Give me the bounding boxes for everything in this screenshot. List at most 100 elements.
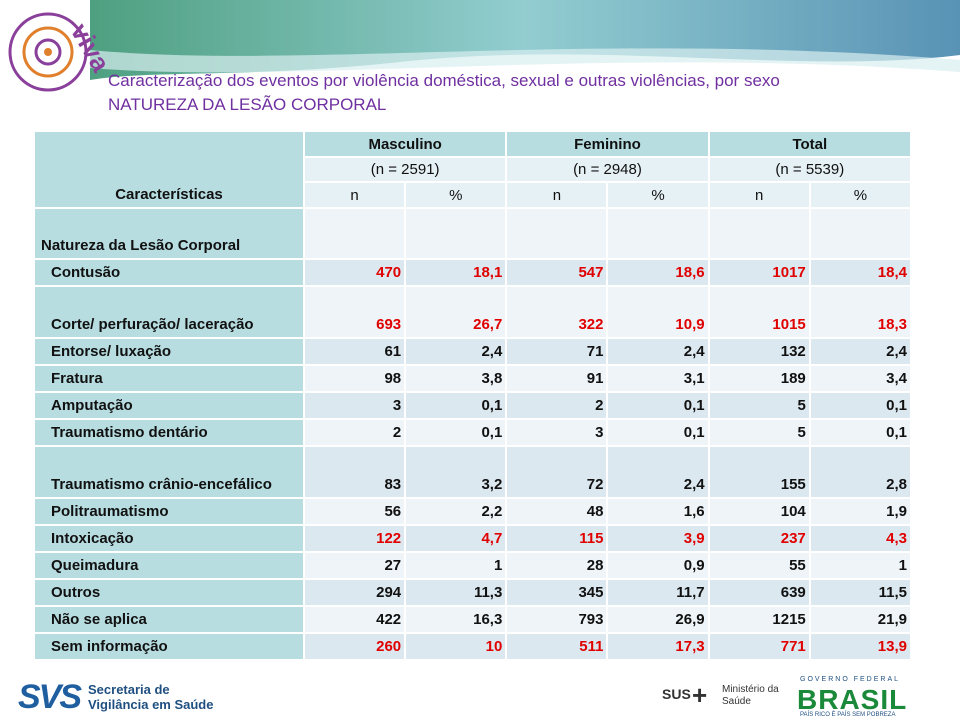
row-label: Não se aplica bbox=[33, 605, 305, 634]
data-row: Fratura 98 3,8 91 3,1 189 3,4 bbox=[33, 364, 913, 393]
subcol-header: % bbox=[404, 181, 508, 209]
cell: 0,1 bbox=[606, 391, 710, 420]
row-label: Outros bbox=[33, 578, 305, 607]
sus-logo: SUS bbox=[662, 686, 691, 702]
cell: 17,3 bbox=[606, 632, 710, 661]
cell: 3,8 bbox=[404, 364, 508, 393]
data-row: Contusão 470 18,1 547 18,6 1017 18,4 bbox=[33, 258, 913, 287]
cell: 1,9 bbox=[808, 497, 913, 526]
data-table: Características Masculino Feminino Total (n … bbox=[33, 130, 913, 661]
cell: 0,1 bbox=[808, 391, 913, 420]
cell: 11,7 bbox=[606, 578, 710, 607]
cell: 3 bbox=[505, 418, 609, 447]
cell: 71 bbox=[505, 337, 609, 366]
cell: 55 bbox=[707, 551, 811, 580]
cell: 2 bbox=[302, 418, 407, 447]
cell: 3 bbox=[302, 391, 407, 420]
group-n: (n = 2591) bbox=[302, 156, 508, 183]
cell: 56 bbox=[302, 497, 407, 526]
cell: 3,4 bbox=[808, 364, 913, 393]
row-label: Intoxicação bbox=[33, 524, 305, 553]
cell: 693 bbox=[302, 285, 407, 339]
cell: 1,6 bbox=[606, 497, 710, 526]
cell: 2 bbox=[505, 391, 609, 420]
title: Caracterização dos eventos por violência… bbox=[108, 71, 780, 90]
cell: 11,3 bbox=[404, 578, 508, 607]
empty-cell bbox=[505, 207, 609, 260]
svs-logo: SVS bbox=[18, 678, 82, 717]
cell: 547 bbox=[505, 258, 609, 287]
empty-cell bbox=[808, 207, 913, 260]
subcol-header: % bbox=[808, 181, 913, 209]
cell: 91 bbox=[505, 364, 609, 393]
cell: 11,5 bbox=[808, 578, 913, 607]
cell: 21,9 bbox=[808, 605, 913, 634]
subtitle: NATUREZA DA LESÃO CORPORAL bbox=[108, 95, 387, 114]
data-row: Amputação 3 0,1 2 0,1 5 0,1 bbox=[33, 391, 913, 420]
corner-cell: Características bbox=[33, 130, 305, 209]
cell: 1 bbox=[808, 551, 913, 580]
cell: 72 bbox=[505, 445, 609, 499]
cell: 5 bbox=[707, 418, 811, 447]
cell: 18,1 bbox=[404, 258, 508, 287]
subcol-header: n bbox=[302, 181, 407, 209]
cell: 10 bbox=[404, 632, 508, 661]
empty-cell bbox=[404, 207, 508, 260]
cell: 422 bbox=[302, 605, 407, 634]
empty-cell bbox=[606, 207, 710, 260]
cross: + bbox=[692, 680, 708, 710]
cell: 48 bbox=[505, 497, 609, 526]
data-row: Sem informação 260 10 511 17,3 771 13,9 bbox=[33, 632, 913, 661]
data-row: Queimadura 27 1 28 0,9 55 1 bbox=[33, 551, 913, 580]
cell: 2,8 bbox=[808, 445, 913, 499]
cell: 0,1 bbox=[808, 418, 913, 447]
svs-name: Secretaria de Vigilância em Saúde bbox=[88, 682, 214, 712]
empty-cell bbox=[707, 207, 811, 260]
cell: 3,9 bbox=[606, 524, 710, 553]
cell: 2,4 bbox=[808, 337, 913, 366]
group-n: (n = 5539) bbox=[707, 156, 913, 183]
data-row: Corte/ perfuração/ laceração 693 26,7 322 10… bbox=[33, 285, 913, 339]
cell: 3,1 bbox=[606, 364, 710, 393]
svs-mark: SVS bbox=[18, 678, 82, 716]
cell: 155 bbox=[707, 445, 811, 499]
cell: 115 bbox=[505, 524, 609, 553]
cell: 26,7 bbox=[404, 285, 508, 339]
cell: 237 bbox=[707, 524, 811, 553]
cell: 26,9 bbox=[606, 605, 710, 634]
cell: 639 bbox=[707, 578, 811, 607]
cell: 1017 bbox=[707, 258, 811, 287]
cell: 132 bbox=[707, 337, 811, 366]
cell: 1015 bbox=[707, 285, 811, 339]
row-label: Traumatismo crânio-encefálico bbox=[33, 445, 305, 499]
cell: 10,9 bbox=[606, 285, 710, 339]
cell: 2,4 bbox=[606, 445, 710, 499]
cell: 4,7 bbox=[404, 524, 508, 553]
slogan: PAÍS RICO É PAÍS SEM POBREZA bbox=[800, 712, 896, 718]
data-row: Traumatismo crânio-encefálico 83 3,2 72 2,4 1… bbox=[33, 445, 913, 499]
cell: 18,3 bbox=[808, 285, 913, 339]
brasil: BRASIL bbox=[797, 684, 908, 715]
data-row: Intoxicação 122 4,7 115 3,9 237 4,3 bbox=[33, 524, 913, 553]
cell: 0,1 bbox=[404, 418, 508, 447]
section-row: Natureza da Lesão Corporal bbox=[33, 207, 913, 260]
cell: 294 bbox=[302, 578, 407, 607]
cell: 28 bbox=[505, 551, 609, 580]
group-header: Total bbox=[707, 130, 913, 158]
row-label: Sem informação bbox=[33, 632, 305, 661]
cell: 2,4 bbox=[606, 337, 710, 366]
cell: 98 bbox=[302, 364, 407, 393]
row-label: Politraumatismo bbox=[33, 497, 305, 526]
data-row: Politraumatismo 56 2,2 48 1,6 104 1,9 bbox=[33, 497, 913, 526]
sub-row: n% n% n% bbox=[34, 181, 913, 209]
data-row: Outros 294 11,3 345 11,7 639 11,5 bbox=[33, 578, 913, 607]
empty-cell bbox=[302, 207, 407, 260]
cell: 13,9 bbox=[808, 632, 913, 661]
cell: 18,6 bbox=[606, 258, 710, 287]
data-row: Traumatismo dentário 2 0,1 3 0,1 5 0,1 bbox=[33, 418, 913, 447]
ministry: Ministério da Saúde bbox=[722, 684, 779, 707]
cell: 0,1 bbox=[404, 391, 508, 420]
cell: 27 bbox=[302, 551, 407, 580]
cell: 511 bbox=[505, 632, 609, 661]
cell: 322 bbox=[505, 285, 609, 339]
